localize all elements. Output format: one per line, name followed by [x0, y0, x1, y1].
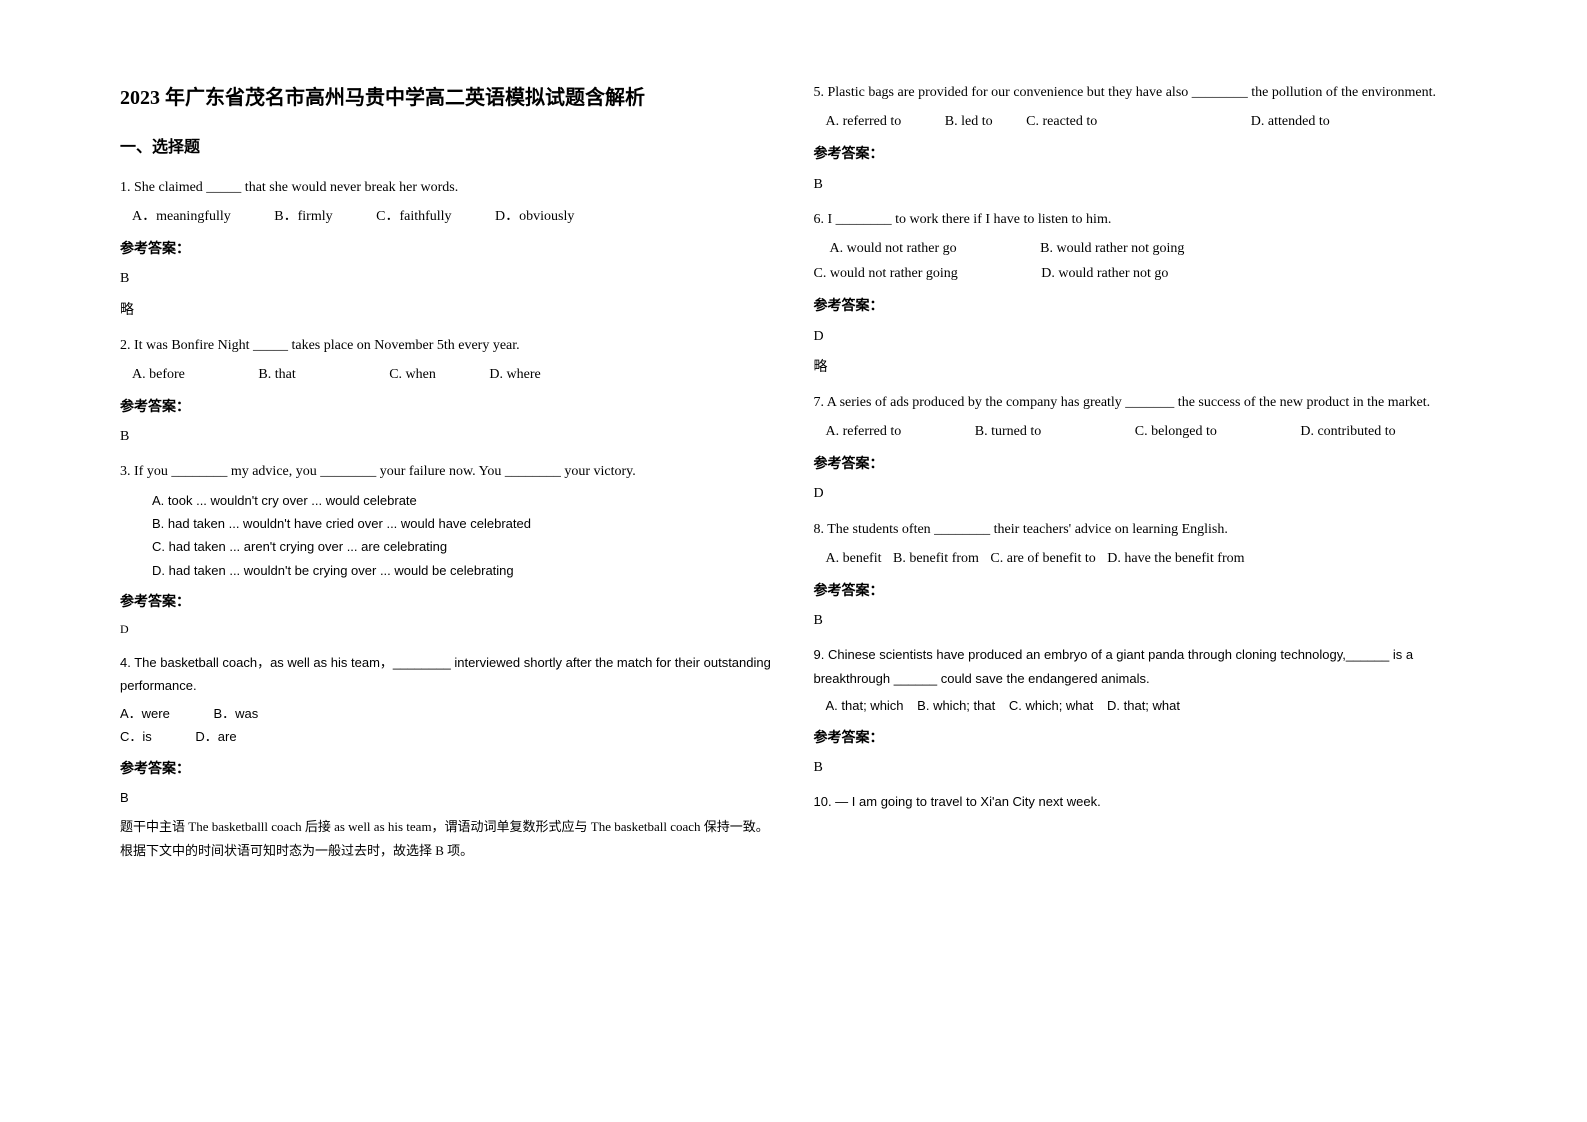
answer-label: 参考答案： — [814, 452, 1468, 477]
answer: B — [120, 786, 774, 809]
options-row2: C．is D．are — [120, 725, 774, 748]
option-d: D．are — [195, 725, 236, 748]
answer-label: 参考答案： — [120, 237, 774, 262]
option-a: A. before — [132, 362, 185, 387]
options: A. referred to B. turned to C. belonged … — [814, 419, 1468, 444]
question-2: 2. It was Bonfire Night _____ takes plac… — [120, 333, 774, 450]
question-text: 3. If you ________ my advice, you ______… — [120, 459, 774, 484]
options-row1: A. would not rather go B. would rather n… — [814, 236, 1468, 261]
question-1: 1. She claimed _____ that she would neve… — [120, 175, 774, 323]
option-b: B. had taken ... wouldn't have cried ove… — [120, 512, 774, 535]
options-row1: A．were B．was — [120, 702, 774, 725]
option-c: C. when — [389, 362, 436, 387]
right-column: 5. Plastic bags are provided for our con… — [794, 80, 1488, 1082]
option-c: C. would not rather going — [814, 261, 958, 286]
note: 略 — [814, 355, 1468, 380]
options: A．meaningfully B．firmly C．faithfully D．o… — [120, 204, 774, 229]
question-9: 9. Chinese scientists have produced an e… — [814, 643, 1468, 780]
option-a: A. would not rather go — [830, 236, 957, 261]
question-3: 3. If you ________ my advice, you ______… — [120, 459, 774, 641]
question-text: 6. I ________ to work there if I have to… — [814, 207, 1468, 232]
answer-label: 参考答案： — [120, 757, 774, 782]
option-a: A. took ... wouldn't cry over ... would … — [120, 489, 774, 512]
option-b: B. led to — [945, 109, 993, 134]
option-d: D. attended to — [1251, 109, 1330, 134]
question-4: 4. The basketball coach，as well as his t… — [120, 651, 774, 862]
options: A. that; which B. which; that C. which; … — [814, 694, 1468, 717]
answer: B — [120, 266, 774, 291]
option-c: C. belonged to — [1135, 419, 1217, 444]
answer: D — [120, 619, 774, 641]
option-b: B．firmly — [274, 204, 332, 229]
option-b: B. benefit from — [893, 546, 979, 571]
answer-label: 参考答案： — [814, 142, 1468, 167]
answer-label: 参考答案： — [120, 590, 774, 615]
question-5: 5. Plastic bags are provided for our con… — [814, 80, 1468, 197]
option-c: C．is — [120, 725, 152, 748]
option-d: D. have the benefit from — [1107, 546, 1244, 571]
option-b: B. turned to — [975, 419, 1042, 444]
option-d: D. where — [489, 362, 540, 387]
option-c: C. had taken ... aren't crying over ... … — [120, 535, 774, 558]
option-b: B. that — [258, 362, 295, 387]
option-a: A. that; which — [826, 694, 904, 717]
note: 题干中主语 The basketballl coach 后接 as well a… — [120, 815, 774, 862]
option-b: B. would rather not going — [1040, 236, 1184, 261]
answer-label: 参考答案： — [120, 395, 774, 420]
option-d: D．obviously — [495, 204, 574, 229]
option-c: C. reacted to — [1026, 109, 1097, 134]
option-b: B. which; that — [917, 694, 995, 717]
answer-label: 参考答案： — [814, 294, 1468, 319]
question-text: 4. The basketball coach，as well as his t… — [120, 651, 774, 698]
question-8: 8. The students often ________ their tea… — [814, 517, 1468, 634]
option-c: C. are of benefit to — [990, 546, 1095, 571]
option-c: C．faithfully — [376, 204, 451, 229]
question-text: 2. It was Bonfire Night _____ takes plac… — [120, 333, 774, 358]
question-text: 7. A series of ads produced by the compa… — [814, 390, 1468, 415]
left-column: 2023 年广东省茂名市高州马贵中学高二英语模拟试题含解析 一、选择题 1. S… — [100, 80, 794, 1082]
option-b: B．was — [213, 702, 258, 725]
option-a: A. referred to — [826, 419, 902, 444]
options: A. before B. that C. when D. where — [120, 362, 774, 387]
answer: D — [814, 481, 1468, 506]
question-text: 1. She claimed _____ that she would neve… — [120, 175, 774, 200]
answer: B — [814, 755, 1468, 780]
option-d: D. would rather not go — [1041, 261, 1168, 286]
question-text: 8. The students often ________ their tea… — [814, 517, 1468, 542]
options: A. benefit B. benefit from C. are of ben… — [814, 546, 1468, 571]
options-row2: C. would not rather going D. would rathe… — [814, 261, 1468, 286]
option-d: D. had taken ... wouldn't be crying over… — [120, 559, 774, 582]
answer: B — [814, 172, 1468, 197]
answer: B — [814, 608, 1468, 633]
note: 略 — [120, 298, 774, 323]
answer: B — [120, 424, 774, 449]
option-c: C. which; what — [1009, 694, 1094, 717]
answer-label: 参考答案： — [814, 726, 1468, 751]
question-6: 6. I ________ to work there if I have to… — [814, 207, 1468, 380]
question-10: 10. — I am going to travel to Xi'an City… — [814, 790, 1468, 813]
question-7: 7. A series of ads produced by the compa… — [814, 390, 1468, 507]
question-text: 5. Plastic bags are provided for our con… — [814, 80, 1468, 105]
option-d: D. that; what — [1107, 694, 1180, 717]
option-d: D. contributed to — [1300, 419, 1395, 444]
question-text: 9. Chinese scientists have produced an e… — [814, 643, 1468, 690]
option-a: A．meaningfully — [132, 204, 231, 229]
option-a: A．were — [120, 702, 170, 725]
page-title: 2023 年广东省茂名市高州马贵中学高二英语模拟试题含解析 — [120, 80, 774, 116]
section-heading: 一、选择题 — [120, 134, 774, 163]
answer-label: 参考答案： — [814, 579, 1468, 604]
question-text: 10. — I am going to travel to Xi'an City… — [814, 790, 1468, 813]
answer: D — [814, 324, 1468, 349]
option-a: A. referred to — [826, 109, 902, 134]
option-a: A. benefit — [826, 546, 882, 571]
options: A. referred to B. led to C. reacted to D… — [814, 109, 1468, 134]
